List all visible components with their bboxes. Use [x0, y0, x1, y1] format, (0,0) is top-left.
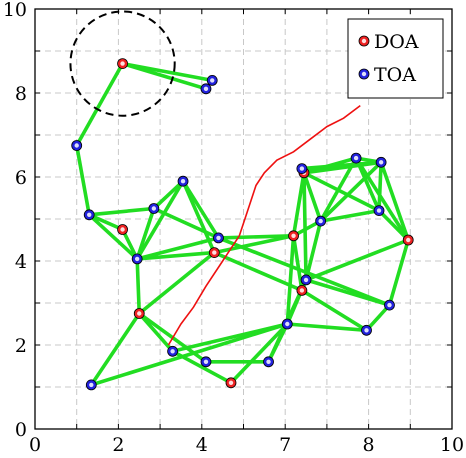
- network-edge: [87, 213, 125, 232]
- network-edge: [387, 238, 411, 307]
- network-edge: [318, 160, 383, 223]
- network-edge: [379, 160, 411, 242]
- x-tick-label: 8: [363, 434, 375, 456]
- y-tick-label: 0: [15, 419, 27, 441]
- point-highlight: [406, 237, 411, 243]
- network-edge: [120, 61, 215, 83]
- network-edge: [291, 171, 306, 238]
- network-edge: [135, 250, 217, 261]
- network-edge: [212, 234, 296, 255]
- network-edge: [135, 206, 156, 261]
- network-edge: [74, 61, 125, 148]
- network-edge: [137, 311, 175, 354]
- network-edge: [285, 322, 369, 333]
- network-edge: [302, 171, 323, 223]
- point-highlight: [89, 382, 94, 388]
- point-highlight: [318, 218, 323, 224]
- y-tick-label: 6: [15, 167, 27, 189]
- network-edge: [300, 288, 369, 333]
- network-edge: [291, 234, 304, 293]
- legend: DOA TOA: [347, 18, 444, 99]
- circle-layer: [69, 10, 176, 117]
- point-highlight: [353, 155, 359, 161]
- point-highlight: [170, 349, 175, 354]
- network-edge: [318, 156, 358, 223]
- point-highlight: [120, 227, 125, 232]
- point-highlight: [364, 328, 369, 333]
- x-tick-label: 4: [196, 434, 208, 456]
- tick-labels: 0 2 4 7 8 10 0 2 4 6 8 10: [3, 0, 464, 456]
- point-highlight: [299, 166, 305, 171]
- network-edge: [152, 179, 185, 211]
- network-edge: [89, 311, 142, 387]
- legend-marker-highlight: [361, 38, 367, 44]
- point-highlight: [151, 206, 157, 211]
- network-edge: [300, 160, 383, 171]
- dashed-circle: [69, 10, 176, 117]
- point-highlight: [228, 380, 234, 385]
- point-highlight: [285, 321, 290, 327]
- network-edge: [302, 171, 308, 282]
- network-edge: [304, 278, 392, 307]
- point-highlight: [212, 250, 217, 255]
- point-highlight: [210, 78, 215, 83]
- network-edge: [152, 206, 221, 240]
- legend-marker-highlight: [361, 71, 367, 77]
- point-highlight: [216, 235, 221, 241]
- y-tick-label: 8: [15, 83, 27, 105]
- network-edge: [216, 234, 296, 240]
- network-edge: [135, 236, 221, 261]
- point-highlight: [87, 212, 92, 217]
- network-edge: [135, 257, 142, 316]
- network-edge: [216, 236, 392, 307]
- x-tick-label: 2: [112, 434, 124, 456]
- network-edge: [377, 160, 383, 213]
- point-highlight: [74, 143, 79, 148]
- ticks: [34, 8, 453, 430]
- legend-label-doa: DOA: [374, 31, 419, 53]
- network-edge: [135, 179, 185, 261]
- point-highlight: [266, 359, 271, 364]
- network-edge: [74, 143, 92, 217]
- point-highlight: [376, 208, 382, 213]
- sensor-points: [71, 58, 414, 391]
- network-edge: [137, 250, 217, 316]
- point-highlight: [378, 160, 384, 165]
- x-tick-label: 0: [29, 434, 41, 456]
- network-edge: [87, 206, 156, 217]
- network-edge: [89, 322, 290, 387]
- y-tick-label: 10: [3, 0, 27, 21]
- point-highlight: [134, 256, 140, 262]
- network-edge: [364, 303, 392, 333]
- point-highlight: [299, 288, 305, 293]
- network-edge: [302, 171, 381, 213]
- legend-label-toa: TOA: [374, 64, 416, 86]
- network-edge: [120, 227, 139, 261]
- network-edge: [318, 208, 381, 223]
- track-layer: [167, 104, 361, 346]
- network-edge: [304, 238, 411, 282]
- point-highlight: [303, 277, 309, 283]
- x-tick-label: 7: [279, 434, 291, 456]
- point-highlight: [180, 179, 186, 184]
- point-highlight: [203, 86, 209, 92]
- network-edge: [354, 156, 411, 242]
- legend-box: [347, 18, 444, 99]
- y-tick-label: 2: [15, 335, 27, 357]
- network-edge: [212, 250, 304, 293]
- network-edge: [87, 213, 139, 261]
- point-highlight: [120, 61, 125, 66]
- point-highlight: [137, 311, 142, 316]
- point-highlight: [387, 302, 392, 308]
- network-edge: [304, 219, 323, 282]
- point-highlight: [203, 359, 209, 364]
- track-line: [167, 104, 361, 346]
- point-highlight: [291, 233, 296, 238]
- network-edge: [285, 234, 296, 326]
- network-edge: [229, 322, 290, 385]
- y-tick-label: 4: [15, 251, 27, 273]
- x-tick-label: 10: [440, 434, 464, 456]
